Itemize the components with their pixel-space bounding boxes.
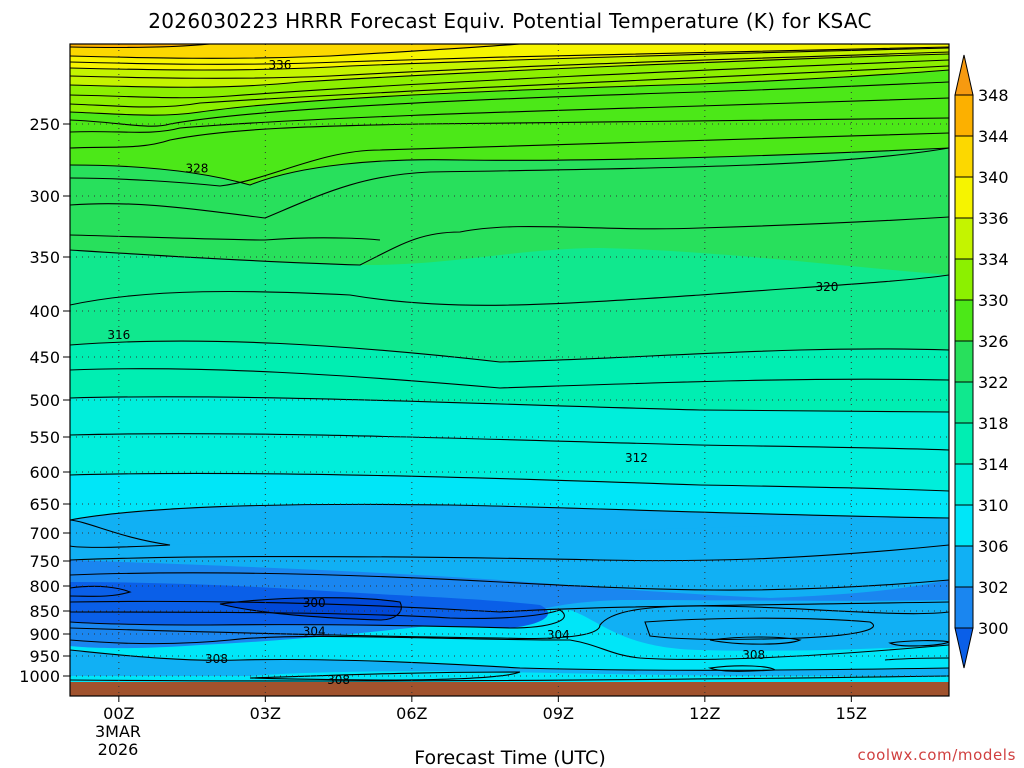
x-tick-label: 03Z <box>250 704 281 723</box>
colorbar-swatch <box>954 258 974 301</box>
y-axis: 250 300 350 400 450 500 550 600 650 700 750 800 850 9… <box>19 115 70 686</box>
band-344-348 <box>70 44 210 48</box>
colorbar-tick-label: 310 <box>978 496 1009 515</box>
x-date-label-line1: 3MAR <box>95 722 141 741</box>
x-tick-label: 12Z <box>689 704 720 723</box>
band-340-344 <box>70 44 520 59</box>
band-near-surface-306 <box>70 650 949 676</box>
colorbar-swatch <box>954 217 974 260</box>
plot-frame <box>69 43 950 697</box>
colorbar-tick-label: 318 <box>978 414 1009 433</box>
colorbar-swatch <box>954 504 974 547</box>
colorbar-swatch <box>954 135 974 178</box>
colorbar-arrow-high <box>954 54 974 96</box>
colorbar-tick-label: 314 <box>978 455 1009 474</box>
colorbar-arrow-low <box>954 627 974 669</box>
colorbar-swatch <box>954 299 974 342</box>
contour-label: 316 <box>107 328 130 342</box>
colorbar-swatch <box>954 176 974 219</box>
colorbar-swatch <box>954 94 974 137</box>
colorbar: 300 302 306 310 314 318 322 326 330 334 336 340 344 3… <box>954 54 1009 669</box>
x-tick-label: 06Z <box>396 704 427 723</box>
colorbar-swatch <box>954 340 974 383</box>
colorbar-swatch <box>954 545 974 588</box>
colorbar-swatch <box>954 422 974 465</box>
y-tick-label: 800 <box>29 577 60 596</box>
contour-label: 300 <box>303 596 326 610</box>
y-tick-label: 300 <box>29 187 60 206</box>
colorbar-swatch <box>954 463 974 506</box>
y-tick-label: 750 <box>29 552 60 571</box>
y-tick-label: 600 <box>29 463 60 482</box>
y-tick-label: 550 <box>29 428 60 447</box>
colorbar-tick-label: 302 <box>978 578 1009 597</box>
y-tick-label: 500 <box>29 391 60 410</box>
colorbar-tick-label: 336 <box>978 209 1009 228</box>
grid <box>70 44 949 696</box>
y-tick-label: 450 <box>29 348 60 367</box>
x-axis-label: Forecast Time (UTC) <box>414 747 605 768</box>
x-date-label-line2: 2026 <box>98 740 139 759</box>
contour-label: 308 <box>327 673 350 687</box>
surface-fill <box>70 682 949 696</box>
contour-label: 304 <box>303 625 326 639</box>
y-tick-label: 700 <box>29 524 60 543</box>
credit-text: coolwx.com/models <box>858 746 1017 764</box>
y-tick-label: 350 <box>29 248 60 267</box>
x-tick-label: 00Z <box>103 704 134 723</box>
colorbar-tick-label: 306 <box>978 537 1009 556</box>
colorbar-tick-label: 330 <box>978 291 1009 310</box>
y-tick-label: 650 <box>29 495 60 514</box>
colorbar-tick-label: 340 <box>978 168 1009 187</box>
x-tick-label: 15Z <box>836 704 867 723</box>
colorbar-tick-label: 322 <box>978 373 1009 392</box>
contour-label: 312 <box>625 451 648 465</box>
y-tick-label: 1000 <box>19 667 60 686</box>
y-tick-label: 250 <box>29 115 60 134</box>
chart-title: 2026030223 HRRR Forecast Equiv. Potentia… <box>148 9 871 33</box>
contour-label: 308 <box>205 652 228 666</box>
contour-label: 328 <box>186 162 209 176</box>
x-axis: 00Z 03Z 06Z 09Z 12Z 15Z <box>103 696 867 723</box>
colorbar-tick-label: 334 <box>978 250 1009 269</box>
colorbar-swatch <box>954 586 974 629</box>
colorbar-tick-label: 326 <box>978 332 1009 351</box>
colorbar-swatch <box>954 381 974 424</box>
colorbar-tick-label: 348 <box>978 86 1009 105</box>
contour-label: 336 <box>269 58 292 72</box>
x-tick-label: 09Z <box>543 704 574 723</box>
contour-lines <box>70 44 949 682</box>
y-tick-label: 950 <box>29 647 60 666</box>
contour-label: 308 <box>742 648 765 662</box>
y-tick-label: 900 <box>29 625 60 644</box>
colorbar-tick-label: 344 <box>978 127 1009 146</box>
colorbar-tick-label: 300 <box>978 619 1009 638</box>
y-tick-label: 850 <box>29 602 60 621</box>
contour-labels: 336 328 320 316 312 300 304 304 308 308 308 <box>107 58 838 687</box>
contour-label: 320 <box>815 280 838 294</box>
contour-label: 304 <box>547 628 570 642</box>
band-306-310-mid <box>70 520 949 561</box>
y-tick-label: 400 <box>29 302 60 321</box>
